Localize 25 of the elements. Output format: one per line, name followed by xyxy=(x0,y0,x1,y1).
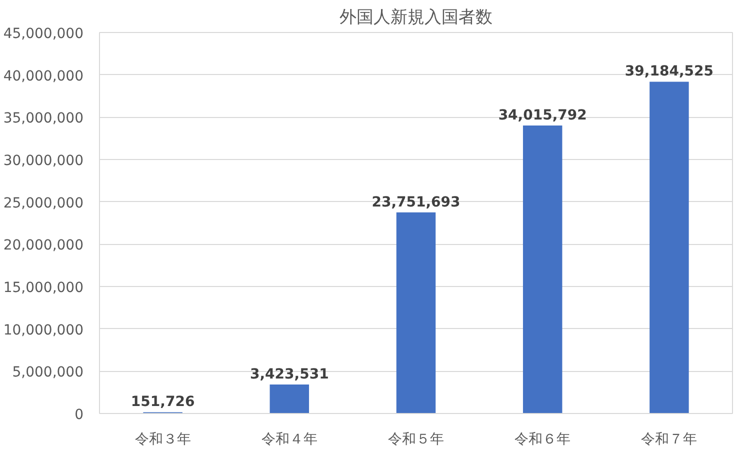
x-tick-label: 令和５年 xyxy=(388,432,444,448)
y-tick-label: 10,000,000 xyxy=(3,322,84,338)
bar xyxy=(396,212,436,414)
x-tick-label: 令和６年 xyxy=(514,432,571,448)
data-label: 3,423,531 xyxy=(250,366,329,383)
chart-title: 外国人新規入国者数 xyxy=(340,8,492,28)
x-tick-label: 令和７年 xyxy=(641,432,698,448)
data-label: 39,184,525 xyxy=(624,64,714,80)
bar xyxy=(650,82,689,414)
y-tick-label: 25,000,000 xyxy=(3,195,84,212)
y-tick-label: 20,000,000 xyxy=(3,238,84,254)
y-tick-label: 35,000,000 xyxy=(3,110,84,127)
bar xyxy=(522,126,562,414)
data-label: 34,015,792 xyxy=(498,108,587,124)
x-tick-label: 令和３年 xyxy=(134,432,191,448)
data-label: 151,726 xyxy=(130,394,195,410)
y-tick-label: 45,000,000 xyxy=(3,26,84,42)
x-tick-label: 令和４年 xyxy=(261,432,318,448)
y-tick-label: 15,000,000 xyxy=(3,280,84,296)
y-tick-label: 0 xyxy=(74,407,84,423)
y-tick-label: 5,000,000 xyxy=(12,364,84,381)
data-label: 23,751,693 xyxy=(372,194,460,210)
bar xyxy=(270,384,310,414)
y-tick-label: 30,000,000 xyxy=(3,153,84,169)
y-tick-label: 40,000,000 xyxy=(3,68,84,84)
